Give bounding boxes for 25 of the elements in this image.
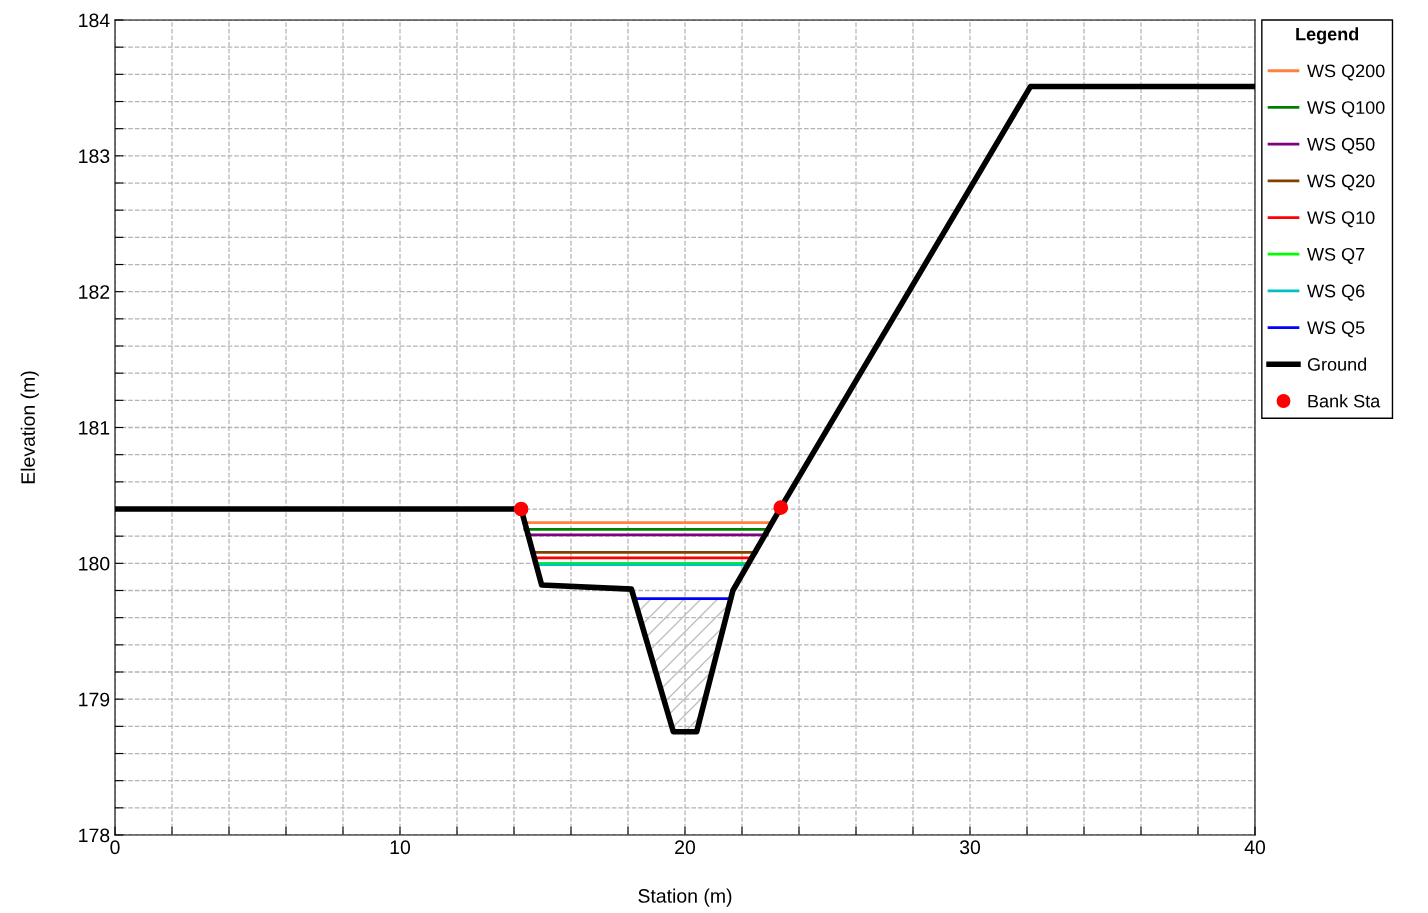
y-tick-label: 178 (79, 828, 110, 843)
legend-label: WS Q100 (1307, 101, 1385, 118)
y-axis-title: Elevation (m) (20, 371, 39, 484)
x-tick-label: 0 (110, 840, 120, 855)
legend-label: WS Q6 (1307, 284, 1365, 301)
x-tick-label: 30 (959, 840, 981, 855)
legend-title: Legend (1296, 27, 1359, 45)
y-tick-label: 180 (79, 556, 110, 571)
x-tick-label: 10 (390, 840, 411, 855)
legend-label: WS Q7 (1307, 247, 1365, 264)
y-tick-label: 179 (79, 692, 110, 707)
legend-label: WS Q50 (1307, 137, 1375, 154)
y-tick-label: 184 (79, 13, 110, 28)
x-tick-label: 40 (1244, 840, 1266, 855)
x-tick-label: 20 (675, 840, 696, 855)
legend-label: WS Q200 (1307, 64, 1385, 81)
y-tick-label: 182 (79, 285, 110, 299)
x-axis-title: Station (m) (638, 888, 732, 907)
y-tick-label: 183 (79, 149, 110, 164)
legend-label: WS Q20 (1307, 174, 1375, 191)
y-tick-label: 181 (79, 420, 110, 435)
legend-label: Bank Sta (1308, 394, 1381, 408)
legend-label: WS Q5 (1307, 321, 1365, 338)
legend-label: Ground (1307, 357, 1367, 371)
legend-label: WS Q10 (1307, 211, 1375, 228)
